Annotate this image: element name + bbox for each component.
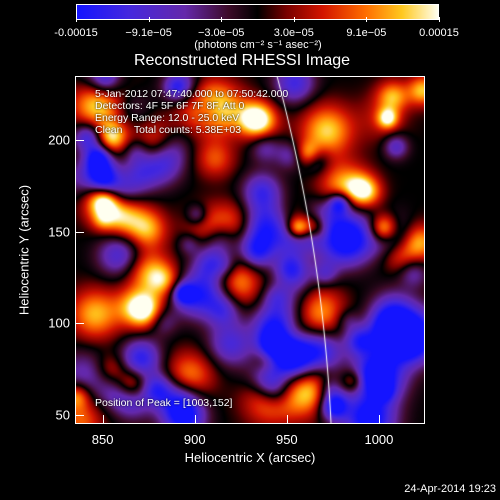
colorbar-tick-label: -0.00015 [54,27,98,39]
annotation-energy: Energy Range: 12.0 - 25.0 keV [95,112,240,124]
colorbar-tick [439,17,440,22]
plot-area [75,76,425,424]
colorbar [76,4,439,20]
colorbar-tick [366,17,368,22]
x-tick [102,415,104,423]
colorbar-tick [293,17,295,22]
colorbar-units: (photons cm⁻² s⁻¹ asec⁻²) [194,39,322,51]
annotation-peak: Position of Peak = [1003,152] [95,397,233,409]
x-tick-label: 950 [275,432,298,447]
x-tick [286,415,288,423]
x-tick-label: 850 [91,432,114,447]
heatmap [76,77,424,423]
timestamp: 24-Apr-2014 19:23 [404,483,496,495]
y-tick-label: 150 [48,224,70,240]
colorbar-tick-label: 9.1e−05 [346,27,387,39]
x-tick-label: 1000 [364,432,394,447]
y-tick-label: 50 [55,407,70,423]
y-tick [76,323,84,325]
x-tick-label: 900 [183,432,206,447]
annotation-detectors: Detectors: 4F 5F 6F 7F 8F, Att 0 [95,100,245,112]
annotation-time: 5-Jan-2012 07:47:40.000 to 07:50:42.000 [95,88,289,100]
colorbar-tick [148,17,150,22]
x-tick [194,415,196,423]
x-tick [378,415,380,423]
y-tick [76,414,84,416]
colorbar-tick [221,17,223,22]
colorbar-tick [76,17,77,22]
y-tick-label: 200 [48,132,70,148]
y-axis-label: Heliocentric Y (arcsec) [16,184,32,316]
x-axis-label: Heliocentric X (arcsec) [184,450,316,465]
y-tick-label: 100 [48,315,70,331]
colorbar-tick-label: 0.00015 [419,27,459,39]
colorbar-tick-label: −3.0e−05 [197,27,245,39]
colorbar-tick-label: 3.0e−05 [273,27,314,39]
y-tick [76,140,84,142]
annotation-clean: Clean Total counts: 5.38E+03 [95,124,242,136]
colorbar-tick-label: −9.1e−05 [125,27,172,39]
chart-title: Reconstructed RHESSI Image [133,52,351,69]
y-tick [76,231,84,233]
